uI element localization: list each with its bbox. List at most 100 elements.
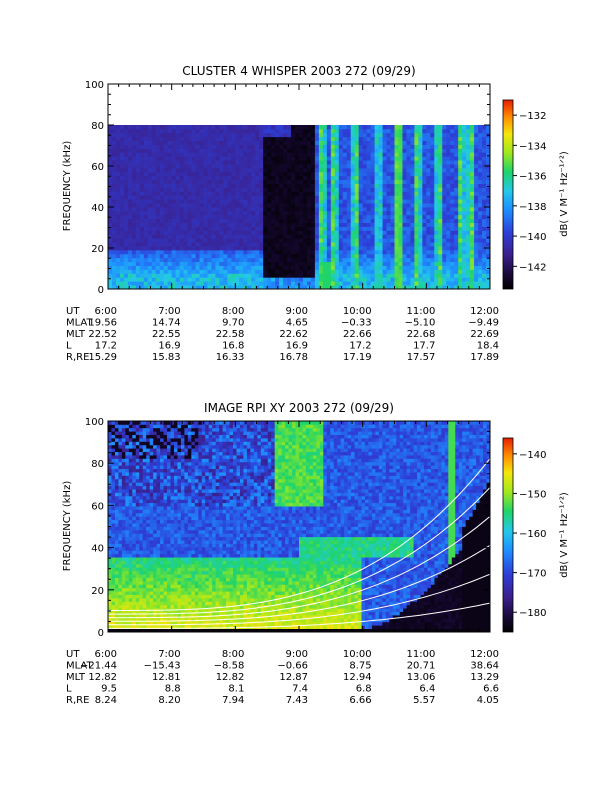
spectrogram-cell (146, 570, 151, 575)
spectrogram-cell (111, 506, 116, 510)
spectrogram-cell (366, 242, 372, 247)
spectrogram-cell (163, 265, 169, 270)
spectrogram-cell (139, 218, 145, 224)
spectrogram-cell (438, 273, 443, 278)
spectrogram-cell (149, 529, 154, 534)
spectrogram-cell (318, 218, 324, 224)
spectrogram-cell (358, 144, 364, 149)
spectrogram-cell (406, 195, 411, 200)
spectrogram-cell (287, 269, 292, 274)
spectrogram-cell (279, 253, 284, 259)
spectrogram-cell (125, 509, 130, 514)
spectrogram-cell (111, 563, 116, 568)
spectrogram-cell (128, 468, 133, 473)
spectrogram-cell (414, 222, 419, 227)
spectrogram-cell (243, 253, 248, 259)
spectrogram-cell (386, 148, 391, 153)
spectrogram-cell (402, 210, 407, 216)
spectrogram-cell (299, 152, 304, 157)
spectrogram-cell (330, 160, 336, 165)
spectrogram-cell (215, 171, 220, 177)
spectrogram-cell (275, 171, 280, 177)
spectrogram-cell (147, 164, 153, 169)
spectrogram-cell (279, 207, 284, 212)
spectrogram-cell (350, 234, 356, 239)
spectrogram-cell (125, 553, 130, 558)
spectrogram-cell (108, 451, 112, 456)
spectrogram-cell (128, 472, 133, 476)
spectrogram-cell (191, 238, 196, 243)
spectrogram-cell (462, 265, 467, 270)
spectrogram-cell (310, 277, 316, 282)
spectrogram-cell (118, 509, 123, 514)
spectrogram-cell (430, 285, 435, 289)
spectrogram-cell (142, 444, 147, 449)
spectrogram-cell (255, 171, 260, 177)
spectrogram-cell (255, 132, 260, 138)
spectrogram-cell (219, 210, 224, 216)
spectrogram-cell (231, 249, 236, 255)
spectrogram-cell (302, 175, 308, 181)
spectrogram-cell (142, 628, 147, 632)
spectrogram-cell (418, 234, 423, 239)
spectrogram-cell (127, 234, 133, 239)
spectrogram-cell (231, 281, 236, 286)
spectrogram-cell (310, 199, 316, 204)
spectrogram-cell (482, 234, 487, 239)
spectrogram-cell (159, 207, 165, 212)
spectrogram-cell (374, 230, 379, 235)
spectrogram-cell (370, 265, 376, 270)
spectrogram-cell (366, 257, 372, 263)
spectrogram-cell (322, 148, 328, 153)
spectrogram-cell (227, 128, 232, 134)
spectrogram-cell (330, 269, 336, 274)
spectrogram-cell (283, 218, 288, 224)
spectrogram-cell (382, 156, 387, 161)
spectrogram-cell (267, 175, 272, 181)
spectrogram-cell (454, 257, 459, 263)
ephemeris-value: 22.62 (279, 329, 308, 340)
spectrogram-cell (227, 253, 232, 259)
spectrogram-cell (318, 175, 324, 181)
spectrogram-cell (111, 125, 117, 130)
spectrogram-cell (119, 265, 125, 270)
spectrogram-cell (259, 207, 264, 212)
spectrogram-cell (227, 144, 232, 149)
spectrogram-cell (382, 183, 387, 188)
spectrogram-cell (478, 171, 483, 177)
spectrogram-cell (438, 207, 443, 212)
spectrogram-cell (486, 148, 490, 153)
spectrogram-cell (203, 175, 208, 181)
spectrogram-cell (330, 234, 336, 239)
spectrogram-cell (115, 195, 121, 200)
spectrogram-cell (231, 214, 236, 220)
spectrogram-cell (135, 580, 140, 585)
spectrogram-cell (142, 557, 147, 561)
spectrogram-cell (334, 261, 340, 266)
spectrogram-cell (310, 265, 316, 270)
spectrogram-cell (175, 246, 181, 251)
spectrogram-cell (410, 281, 415, 286)
spectrogram-cell (422, 164, 427, 169)
spectrogram-cell (255, 257, 260, 263)
spectrogram-cell (314, 199, 320, 204)
spectrogram-cell (394, 281, 399, 286)
spectrogram-cell (478, 195, 483, 200)
spectrogram-cell (132, 580, 137, 585)
spectrogram-cell (382, 195, 387, 200)
spectrogram-cell (183, 195, 188, 200)
spectrogram-cell (121, 628, 126, 632)
spectrogram-cell (147, 144, 153, 149)
spectrogram-cell (458, 167, 463, 173)
spectrogram-cell (446, 230, 451, 235)
spectrogram-cell (474, 171, 479, 177)
spectrogram-cell (132, 492, 137, 497)
spectrogram-cell (318, 164, 324, 169)
spectrogram-cell (434, 210, 439, 216)
spectrogram-cell (279, 269, 284, 274)
spectrogram-cell (259, 214, 264, 220)
spectrogram-cell (151, 281, 157, 286)
spectrogram-cell (314, 179, 320, 184)
spectrogram-cell (414, 230, 419, 235)
spectrogram-cell (167, 164, 173, 169)
